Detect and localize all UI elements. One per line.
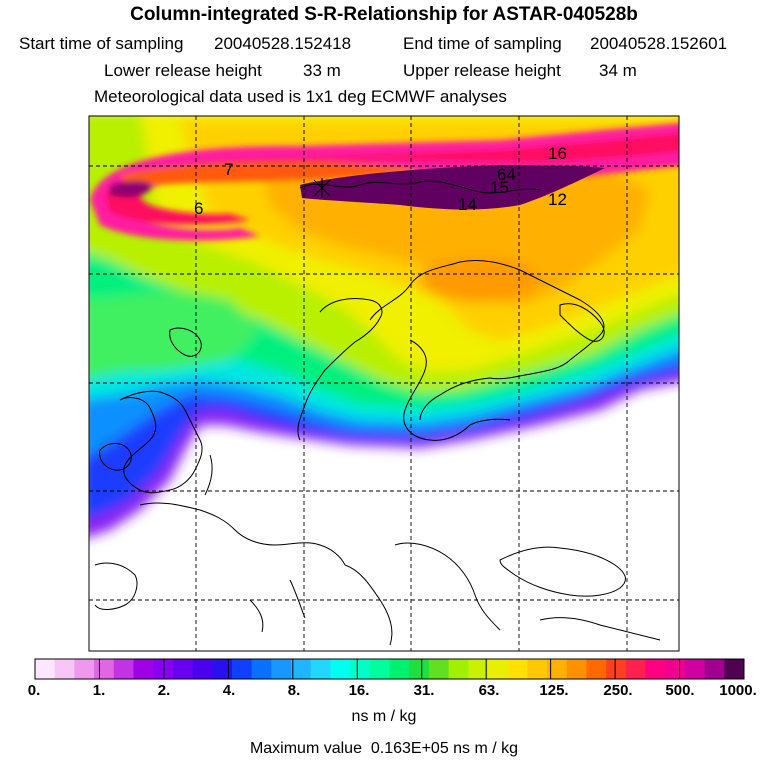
colorbar-swatch: [704, 659, 725, 679]
colorbar-swatch: [428, 659, 450, 679]
colorbar-swatch: [448, 659, 469, 679]
colorbar-tick-label: 500.: [665, 682, 695, 699]
colorbar-swatch: [133, 659, 154, 679]
coastlines: [94, 180, 661, 646]
colorbar-tick-label: 0.: [27, 682, 41, 699]
upper-release-value: 34 m: [599, 61, 637, 80]
colorbar-swatch: [409, 659, 430, 679]
colorbar-swatch: [310, 659, 331, 679]
colorbar-swatch: [54, 659, 75, 679]
end-time-label: End time of sampling: [403, 34, 562, 53]
maximum-value-number: 0.163E+05 ns m / kg: [370, 740, 519, 757]
colorbar-swatch: [586, 659, 607, 679]
colorbar-swatch: [271, 659, 292, 679]
colorbar-swatch: [35, 659, 56, 679]
colorbar-swatch: [389, 659, 410, 679]
end-time-value: 20040528.152601: [590, 34, 728, 53]
plot-title: Column-integrated S-R-Relationship for A…: [130, 4, 638, 25]
colorbar-tick-label: 31.: [413, 682, 435, 699]
contour-label: 64: [497, 165, 516, 184]
maximum-value: Maximum value 0.163E+05 ns m / kg: [0, 740, 768, 758]
lat-lon-grid: [89, 116, 679, 651]
colorbar-swatch: [251, 659, 272, 679]
colorbar-swatch: [724, 659, 745, 679]
colorbar-swatch: [606, 659, 627, 679]
contour-label: 6: [194, 199, 203, 218]
contour-label: 14: [458, 195, 477, 214]
colorbar-tick-label: 1.: [92, 682, 106, 699]
maximum-value-label: Maximum value: [249, 740, 362, 757]
colorbar-tick-label: 1000.: [719, 682, 757, 699]
colorbar-tick-label: 2.: [157, 682, 171, 699]
colorbar-swatch: [330, 659, 351, 679]
colorbar-swatch: [369, 659, 390, 679]
colorbar: [34, 658, 745, 680]
contour-label: 16: [548, 144, 567, 163]
colorbar-swatch: [665, 659, 686, 679]
release-site-marker: [313, 178, 331, 198]
colorbar-swatch: [113, 659, 134, 679]
colorbar-swatch: [468, 659, 489, 679]
colorbar-swatch: [231, 659, 253, 679]
colorbar-swatch: [212, 659, 233, 679]
colorbar-swatch: [645, 659, 666, 679]
colorbar-swatch: [507, 659, 528, 679]
colorbar-swatch: [192, 659, 213, 679]
contour-label: 15: [490, 178, 509, 197]
colorbar-swatch: [172, 659, 194, 679]
colorbar-swatch: [487, 659, 509, 679]
colorbar-tick-label: 125.: [539, 682, 569, 699]
colorbar-unit: ns m / kg: [351, 708, 417, 725]
contour-label: 12: [548, 190, 567, 209]
lower-release-label: Lower release height: [104, 61, 262, 80]
map-frame: [88, 115, 680, 652]
lower-release-value: 33 m: [303, 61, 341, 80]
colorbar-swatch: [350, 659, 371, 679]
colorbar-swatch: [527, 659, 548, 679]
start-time-value: 20040528.152418: [214, 34, 352, 53]
colorbar-tick-label: 250.: [603, 682, 633, 699]
colorbar-tick-label: 4.: [222, 682, 236, 699]
colorbar-tick-label: 16.: [348, 682, 370, 699]
colorbar-tick-label: 8.: [287, 682, 301, 699]
colorbar-swatch: [547, 659, 568, 679]
start-time-label: Start time of sampling: [19, 34, 184, 53]
colorbar-swatch: [74, 659, 95, 679]
colorbar-tick-label: 63.: [478, 682, 500, 699]
colorbar-swatch: [625, 659, 647, 679]
colorbar-swatch: [94, 659, 115, 679]
upper-release-label: Upper release height: [403, 61, 561, 80]
contour-label: 7: [224, 160, 233, 179]
colorbar-swatch: [291, 659, 312, 679]
meteorological-note: Meteorological data used is 1x1 deg ECMW…: [94, 87, 507, 106]
colorbar-frame: [34, 658, 745, 680]
colorbar-swatch: [153, 659, 174, 679]
concentration-field: [89, 116, 679, 651]
colorbar-swatch: [566, 659, 587, 679]
colorbar-swatch: [684, 659, 706, 679]
